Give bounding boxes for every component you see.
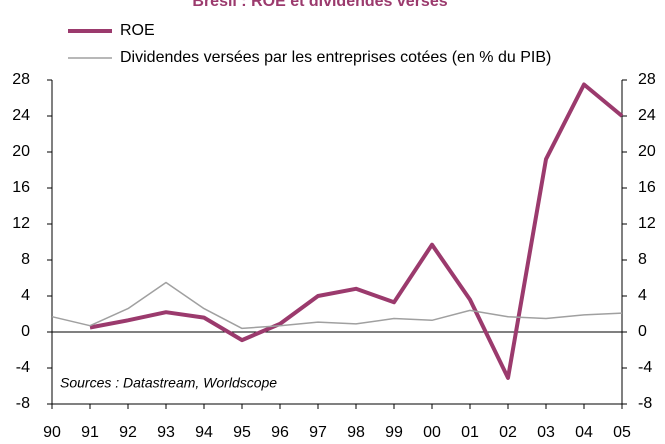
x-tick-label: 05 xyxy=(613,424,631,441)
x-tick-label: 01 xyxy=(461,424,479,441)
y-tick-label: 20 xyxy=(12,143,30,160)
x-tick-label: 96 xyxy=(271,424,289,441)
y-tick-label: -4 xyxy=(16,359,30,376)
y-tick-label: 0 xyxy=(21,323,30,340)
y-tick-label: 4 xyxy=(21,287,30,304)
y2-tick-label: 12 xyxy=(638,215,656,232)
x-tick-label: 03 xyxy=(537,424,555,441)
x-tick-label: 02 xyxy=(499,424,517,441)
y2-tick-label: 8 xyxy=(638,251,647,268)
y-tick-label: 24 xyxy=(12,107,30,124)
y2-tick-label: 16 xyxy=(638,179,656,196)
series-line xyxy=(89,82,624,380)
x-tick-label: 04 xyxy=(575,424,593,441)
y2-tick-label: -8 xyxy=(638,395,652,412)
series-line xyxy=(51,281,623,330)
y-tick-label: 12 xyxy=(12,215,30,232)
chart-title: Brésil : ROE et dividendes versés xyxy=(192,0,447,10)
x-tick-label: 91 xyxy=(81,424,99,441)
x-tick-label: 99 xyxy=(385,424,403,441)
y2-tick-label: 4 xyxy=(638,287,647,304)
y-tick-label: 16 xyxy=(12,179,30,196)
annotation: Sources : Datastream, Worldscope xyxy=(60,375,277,391)
x-tick-label: 95 xyxy=(233,424,251,441)
y2-tick-label: -4 xyxy=(638,359,652,376)
y-tick-label: 28 xyxy=(12,71,30,88)
legend-label: ROE xyxy=(120,22,155,39)
x-tick-label: 97 xyxy=(309,424,327,441)
y2-tick-label: 28 xyxy=(638,71,656,88)
y2-tick-label: 20 xyxy=(638,143,656,160)
legend-label: Dividendes versées par les entreprises c… xyxy=(120,49,551,66)
x-tick-label: 90 xyxy=(43,424,61,441)
x-tick-label: 93 xyxy=(157,424,175,441)
y-tick-label: 8 xyxy=(21,251,30,268)
y2-tick-label: 0 xyxy=(638,323,647,340)
x-tick-label: 94 xyxy=(195,424,213,441)
x-tick-label: 98 xyxy=(347,424,365,441)
x-tick-label: 92 xyxy=(119,424,137,441)
y2-tick-label: 24 xyxy=(638,107,656,124)
x-tick-label: 00 xyxy=(423,424,441,441)
y-tick-label: -8 xyxy=(16,395,30,412)
